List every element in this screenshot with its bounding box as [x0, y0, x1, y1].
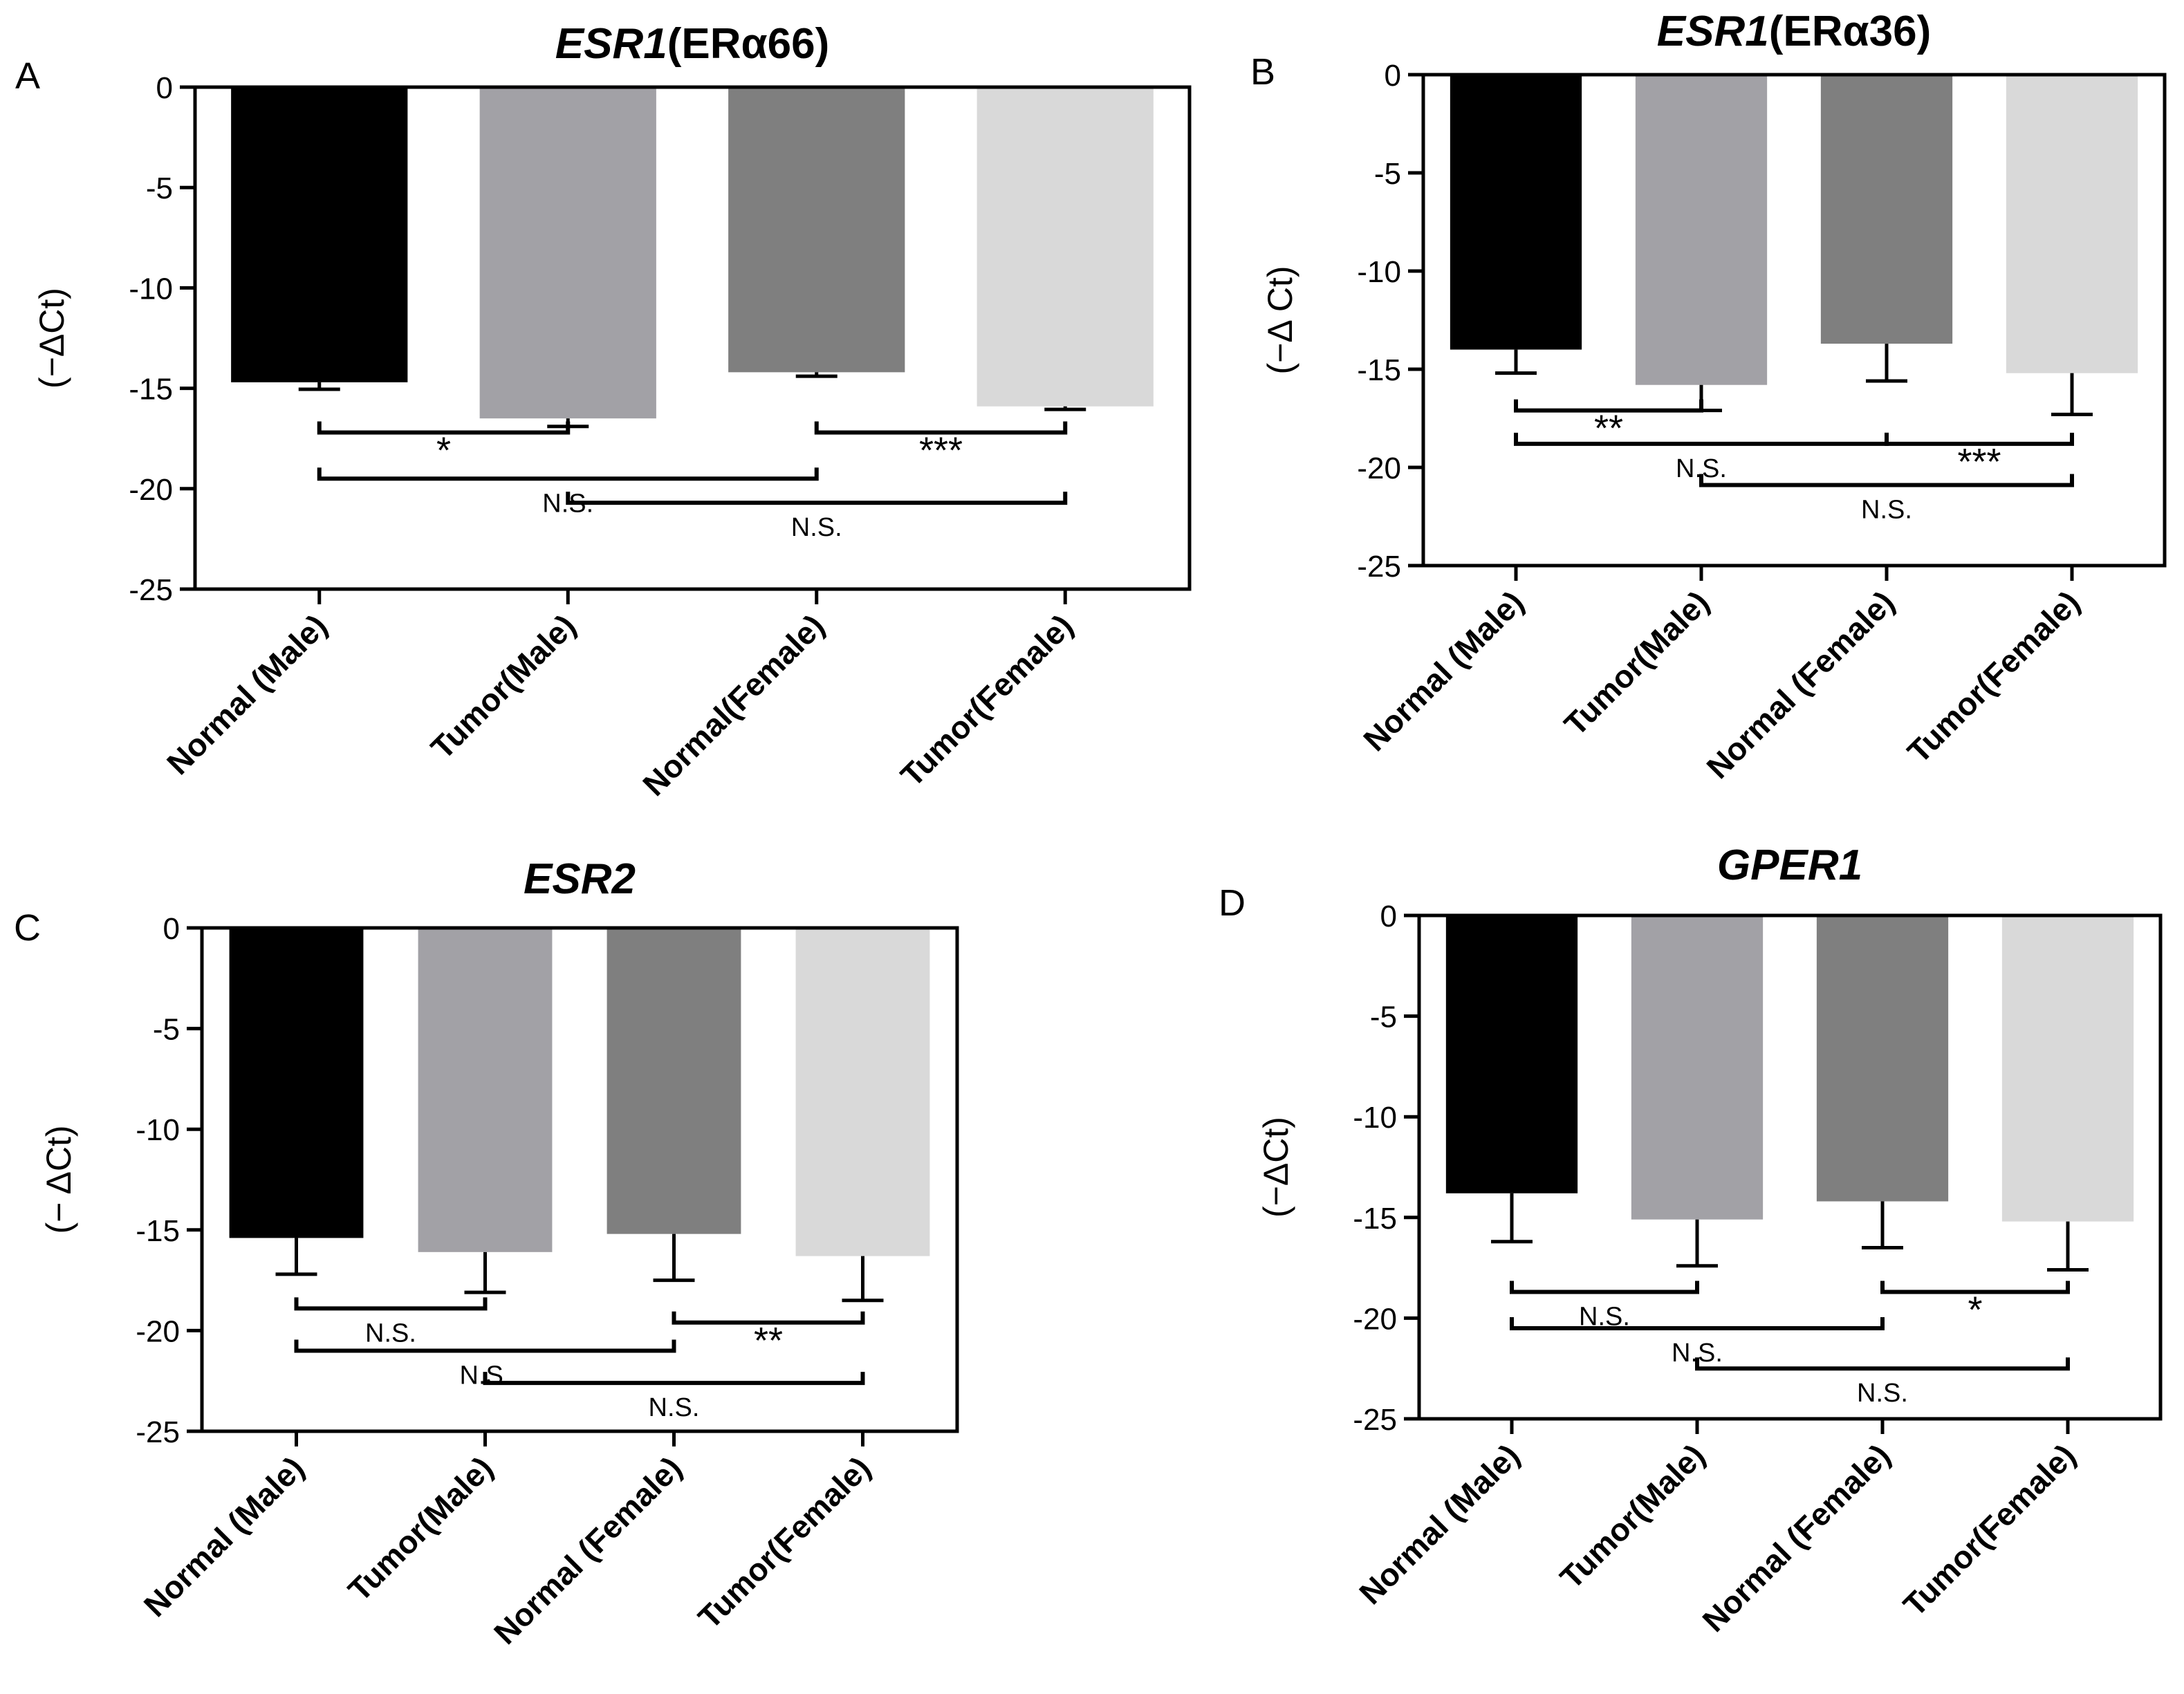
significance-label: ** [754, 1320, 783, 1361]
y-tick-label: -10 [1357, 255, 1401, 289]
y-tick-label: -20 [136, 1314, 180, 1348]
y-tick-label: -10 [136, 1113, 180, 1147]
y-tick-label: -10 [1353, 1101, 1397, 1135]
plot-frame [1421, 73, 2167, 568]
significance-bracket [294, 1297, 488, 1311]
y-tick-label: -15 [129, 373, 173, 407]
significance-label: N.S. [649, 1393, 700, 1422]
y-axis-label: (−ΔCt) [1257, 1117, 1295, 1218]
chart-title: ESR1(ERα66) [555, 20, 829, 68]
bar-1 [1450, 75, 1582, 350]
panel-label: C [14, 907, 41, 949]
significance-label: *** [919, 429, 963, 471]
y-tick-label: -15 [136, 1214, 180, 1248]
y-tick-label: -10 [129, 272, 173, 306]
significance-bracket [1510, 1281, 1699, 1294]
significance-bracket [294, 1339, 676, 1353]
chart-title: ESR2 [524, 855, 636, 903]
significance-bracket [1699, 474, 2074, 487]
bar-4 [2006, 75, 2138, 373]
bar-4 [795, 928, 930, 1256]
significance-label: N.S. [365, 1319, 416, 1348]
y-tick-label: -15 [1357, 353, 1401, 387]
bar-3 [728, 87, 905, 373]
y-tick-label: 0 [163, 912, 180, 946]
y-tick-label: -5 [1374, 157, 1401, 191]
chart-title: ESR1(ERα36) [1657, 8, 1931, 55]
significance-label: * [436, 429, 451, 471]
y-tick-label: 0 [156, 71, 173, 105]
significance-bracket [483, 1372, 865, 1386]
y-tick-label: -20 [129, 473, 173, 507]
significance-bracket [672, 1311, 865, 1325]
y-tick-label: 0 [1385, 59, 1401, 93]
y-tick-label: -25 [1357, 550, 1401, 584]
chart-title-gene: ESR1 [1657, 8, 1769, 55]
bar-2 [1631, 915, 1764, 1220]
bar-1 [231, 87, 408, 382]
y-tick-label: -25 [129, 573, 173, 607]
significance-label: * [1968, 1290, 1982, 1331]
y-tick-label: -25 [136, 1415, 180, 1449]
bar-1 [1445, 915, 1578, 1193]
significance-bracket [1695, 1357, 2070, 1371]
y-axis-label: (− ΔCt) [39, 1125, 78, 1234]
panel-label: D [1219, 882, 1246, 924]
bar-2 [479, 87, 656, 419]
y-tick-label: -5 [146, 171, 173, 205]
significance-bracket [1510, 1316, 1885, 1330]
y-tick-label: -20 [1353, 1302, 1397, 1336]
significance-bracket [317, 421, 571, 435]
chart-title-gene: GPER1 [1717, 841, 1862, 889]
bar-3 [1816, 915, 1949, 1202]
bar-4 [977, 87, 1154, 407]
significance-bracket [1880, 1281, 2070, 1294]
significance-bracket [566, 492, 1068, 505]
chart-title-gene: ESR2 [524, 855, 636, 903]
y-tick-label: -5 [1370, 1000, 1397, 1034]
bar-3 [607, 928, 741, 1234]
significance-bracket [1514, 399, 1703, 413]
panel-label: A [15, 55, 40, 97]
significance-bracket [1885, 432, 2074, 446]
chart-title-isoform: (ERα36) [1769, 8, 1932, 55]
plot-frame [193, 85, 1192, 591]
bar-1 [229, 928, 364, 1238]
panel-label: B [1250, 51, 1275, 93]
bar-2 [1635, 75, 1768, 385]
plot-frame [200, 926, 959, 1433]
y-axis-label: (−ΔCt) [33, 288, 71, 389]
bar-3 [1820, 75, 1953, 344]
bar-2 [418, 928, 553, 1252]
y-tick-label: -5 [153, 1013, 180, 1047]
y-tick-label: -20 [1357, 452, 1401, 485]
y-tick-label: -25 [1353, 1403, 1397, 1437]
significance-label: N.S. [791, 513, 842, 542]
significance-label: N.S. [1857, 1379, 1908, 1408]
chart-title-isoform: (ERα66) [667, 20, 830, 68]
chart-title: GPER1 [1717, 841, 1862, 889]
significance-label: N.S. [1861, 496, 1912, 525]
significance-bracket [814, 421, 1068, 435]
significance-bracket [317, 467, 819, 481]
significance-label: *** [1957, 441, 2001, 483]
bar-4 [2001, 915, 2134, 1222]
chart-title-gene: ESR1 [555, 20, 667, 68]
y-tick-label: -15 [1353, 1202, 1397, 1236]
y-axis-label: (−Δ Ct) [1261, 266, 1299, 374]
plot-frame [1417, 913, 2163, 1421]
y-tick-label: 0 [1380, 900, 1397, 933]
